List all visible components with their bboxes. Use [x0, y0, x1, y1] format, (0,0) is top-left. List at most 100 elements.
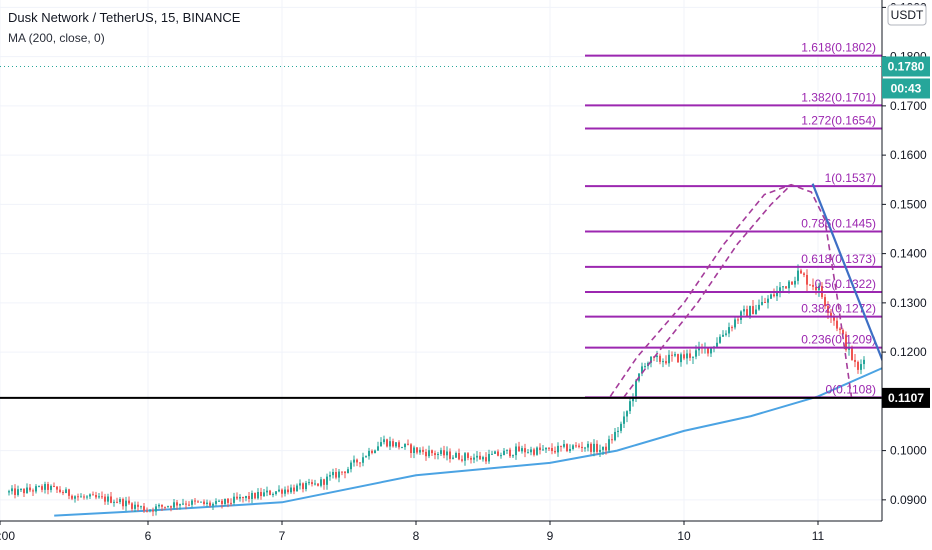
- candle-body: [758, 304, 760, 310]
- candle-body: [464, 453, 466, 461]
- candle-body: [689, 353, 691, 358]
- candle-body: [134, 504, 136, 509]
- candle-body: [431, 450, 433, 454]
- candle-body: [335, 472, 337, 478]
- horizontal-line-tag: [882, 387, 930, 408]
- candle-body: [350, 462, 352, 470]
- candle-body: [863, 359, 865, 365]
- candle-body: [749, 306, 751, 317]
- candle-body: [668, 354, 670, 364]
- candle-body: [152, 510, 154, 512]
- candle-body: [128, 500, 130, 504]
- candle-body: [575, 445, 577, 447]
- candle-body: [320, 479, 322, 486]
- candle-body: [581, 446, 583, 449]
- candle-body: [401, 447, 403, 449]
- candle-body: [287, 489, 289, 493]
- y-tick-label: 0.1300: [890, 296, 927, 310]
- candle-body: [551, 448, 553, 452]
- candle-body: [317, 483, 319, 486]
- y-tick-label: 0.1000: [890, 444, 927, 458]
- candle-body: [635, 380, 637, 398]
- countdown-tag: [882, 78, 930, 99]
- candle-body: [734, 319, 736, 328]
- dashed-curve: [609, 183, 853, 398]
- candle-body: [419, 449, 421, 453]
- y-tick-label: 0.0900: [890, 493, 927, 507]
- indicator-label[interactable]: MA (200, close, 0): [8, 31, 105, 45]
- candle-body: [104, 496, 106, 502]
- candle-body: [17, 489, 19, 495]
- candle-body: [698, 347, 700, 351]
- candle-body: [62, 492, 64, 494]
- candle-body: [248, 495, 250, 499]
- candle-body: [74, 496, 76, 499]
- candle-body: [557, 445, 559, 453]
- candle-body: [209, 502, 211, 506]
- candle-body: [566, 444, 568, 452]
- candle-body: [167, 506, 169, 508]
- candle-body: [299, 483, 301, 486]
- candle-body: [536, 447, 538, 455]
- candle-body: [746, 309, 748, 317]
- candle-body: [89, 494, 91, 497]
- candle-body: [44, 484, 46, 490]
- candle-body: [182, 503, 184, 505]
- candle-body: [599, 449, 601, 452]
- candle-body: [395, 442, 397, 447]
- candle-body: [812, 284, 814, 287]
- currency-label: USDT: [891, 8, 924, 22]
- candle-body: [494, 451, 496, 454]
- candle-body: [194, 500, 196, 502]
- candle-body: [203, 501, 205, 505]
- candle-body: [830, 312, 832, 317]
- candle-body: [218, 500, 220, 502]
- candle-body: [83, 496, 85, 498]
- candle-body: [506, 449, 508, 451]
- candle-body: [332, 472, 334, 476]
- candle-body: [527, 452, 529, 454]
- candle-body: [359, 462, 361, 464]
- candle-body: [446, 451, 448, 456]
- candle-body: [290, 487, 292, 493]
- x-tick-label: 06:00: [0, 529, 15, 543]
- candle-body: [119, 499, 121, 503]
- candle-body: [404, 443, 406, 448]
- fibonacci-retracement[interactable]: 1.618(0.1802) 1.382(0.1701) 1.272(0.1654) 1…: [585, 41, 882, 399]
- currency-badge[interactable]: [887, 4, 927, 26]
- current-price-label: 0.1780: [888, 59, 925, 73]
- candle-body: [602, 446, 604, 450]
- candle-body: [671, 354, 673, 356]
- candle-body: [242, 496, 244, 499]
- candle-body: [614, 431, 616, 441]
- candle-body: [326, 476, 328, 485]
- x-tick-label: 8: [413, 529, 420, 543]
- horizontal-line-label: 0.1107: [888, 391, 924, 405]
- candle-body: [563, 444, 565, 447]
- time-axis-bg: [0, 521, 932, 550]
- candle-body: [32, 490, 34, 492]
- candle-body: [164, 506, 166, 508]
- candle-body: [515, 446, 517, 456]
- candle-body: [572, 445, 574, 449]
- candle-body: [233, 496, 235, 503]
- candle-body: [296, 485, 298, 492]
- candle-body: [518, 446, 520, 452]
- candle-body: [389, 441, 391, 447]
- candle-body: [791, 281, 793, 285]
- candle-body: [512, 455, 514, 457]
- candle-body: [503, 450, 505, 456]
- candle-body: [683, 354, 685, 359]
- candle-body: [479, 455, 481, 460]
- candle-body: [392, 441, 394, 447]
- candle-body: [680, 354, 682, 363]
- candle-body: [368, 450, 370, 457]
- candle-body: [41, 486, 43, 490]
- candle-body: [176, 502, 178, 506]
- fib-level-label: 1.618(0.1802): [801, 41, 876, 55]
- candle-body: [200, 501, 202, 503]
- candle-body: [593, 443, 595, 452]
- candle-body: [773, 294, 775, 297]
- candle-body: [476, 455, 478, 458]
